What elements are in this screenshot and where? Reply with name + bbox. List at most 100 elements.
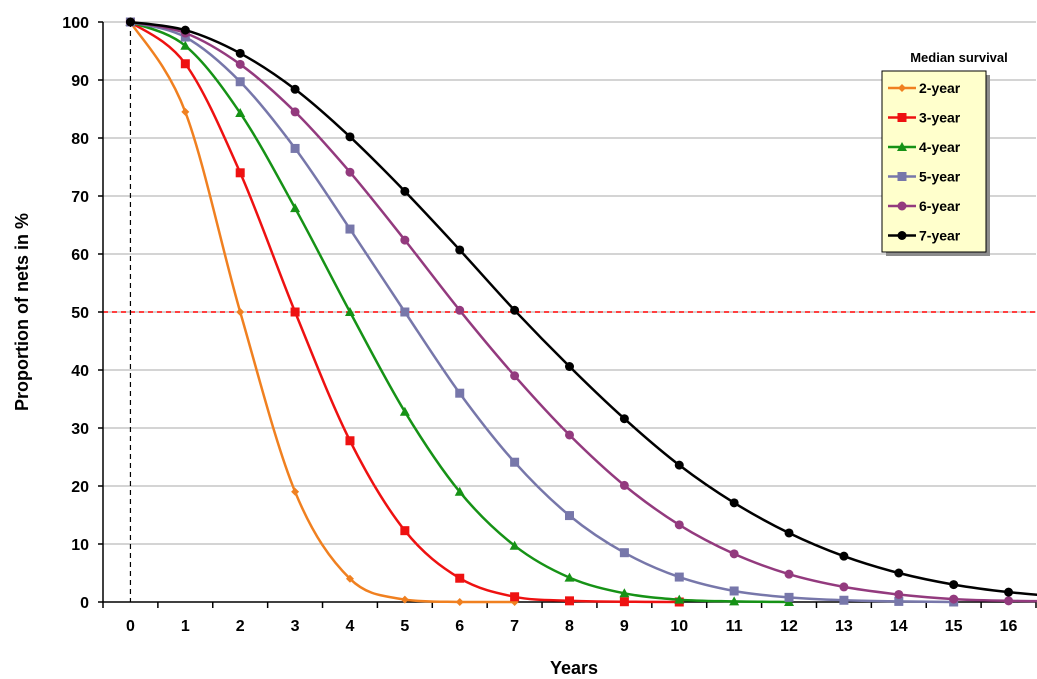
data-point-4-year (619, 588, 630, 598)
series-group (125, 17, 1037, 607)
y-tick-label: 20 (71, 479, 89, 496)
data-point-4-year (344, 307, 355, 316)
legend-marker-2-year (898, 84, 906, 92)
series-line-2-year (129, 21, 515, 604)
data-point-3-year (510, 592, 520, 602)
legend-item-7-year: 7-year (888, 228, 961, 244)
x-tick-label: 5 (400, 618, 409, 635)
x-tick-label: 10 (670, 618, 688, 635)
data-point-7-year (455, 245, 465, 255)
data-point-2-year (455, 598, 464, 606)
legend-label-5-year: 5-year (919, 169, 961, 185)
data-point-5-year (290, 143, 300, 153)
legend-marker-6-year (897, 201, 907, 211)
x-tick-label: 8 (565, 618, 574, 635)
y-tick-label: 100 (62, 15, 89, 32)
data-point-5-year (400, 307, 410, 317)
data-point-5-year (619, 548, 629, 558)
y-tick-label: 50 (71, 305, 89, 322)
data-point-5-year (455, 388, 465, 398)
x-tick-label: 14 (890, 618, 908, 635)
data-point-3-year (345, 436, 355, 446)
legend-marker-4-year (897, 142, 907, 151)
y-tick-label: 70 (71, 189, 89, 206)
data-point-5-year (839, 595, 849, 605)
x-tick-label: 3 (291, 618, 300, 635)
data-point-4-year (399, 406, 410, 416)
data-point-4-year (235, 108, 246, 118)
legend-title: Median survival (910, 50, 1008, 65)
data-point-6-year (400, 235, 410, 245)
data-point-4-year (509, 540, 520, 550)
data-point-7-year (565, 362, 574, 372)
data-point-7-year (235, 48, 245, 58)
data-point-7-year (125, 17, 135, 27)
legend-label-4-year: 4-year (919, 139, 961, 155)
y-tick-label: 90 (71, 73, 89, 90)
data-point-5-year (345, 224, 355, 234)
y-tick-label: 10 (71, 537, 89, 554)
data-point-7-year (619, 414, 629, 424)
data-point-2-year (181, 107, 190, 116)
data-point-4-year (564, 572, 575, 582)
data-point-6-year (290, 107, 300, 117)
data-point-5-year (784, 592, 794, 602)
x-axis-title: Years (550, 658, 598, 678)
legend-item-5-year: 5-year (888, 169, 961, 185)
x-tick-label: 4 (346, 618, 355, 635)
legend-item-3-year: 3-year (888, 110, 961, 126)
data-point-7-year (180, 25, 190, 35)
data-point-6-year (839, 582, 849, 592)
data-point-6-year (235, 59, 245, 69)
data-point-6-year (565, 430, 574, 440)
legend-item-2-year: 2-year (888, 80, 961, 96)
series-6-year (125, 17, 1037, 606)
data-point-6-year (674, 520, 684, 530)
data-point-3-year (400, 526, 410, 536)
data-point-2-year (345, 574, 354, 583)
data-point-7-year (784, 528, 794, 538)
data-point-4-year (454, 486, 465, 496)
data-point-4-year (729, 596, 740, 606)
data-point-6-year (1004, 596, 1014, 606)
x-tick-label: 7 (510, 618, 519, 635)
x-tick-label: 15 (945, 618, 963, 635)
data-point-3-year (290, 307, 300, 317)
legend: Median survival 2-year 3-year 4-year 5-year 6… (881, 50, 1008, 256)
data-point-6-year (345, 167, 355, 177)
data-point-5-year (894, 596, 904, 606)
data-point-6-year (894, 589, 904, 599)
y-tick-label: 40 (71, 363, 89, 380)
data-point-2-year (291, 487, 300, 496)
data-point-6-year (729, 549, 739, 559)
data-point-2-year (236, 308, 245, 316)
data-point-3-year (455, 573, 465, 583)
data-point-7-year (949, 580, 959, 590)
legend-label-2-year: 2-year (919, 80, 961, 96)
data-point-6-year (949, 594, 959, 604)
data-point-5-year (510, 457, 520, 467)
x-tick-label: 11 (726, 618, 743, 635)
data-point-2-year (400, 595, 409, 604)
data-point-5-year (729, 586, 739, 596)
data-point-4-year (180, 40, 191, 50)
data-point-6-year (455, 305, 465, 315)
legend-item-6-year: 6-year (888, 198, 961, 214)
x-tick-label: 13 (835, 618, 853, 635)
x-tick-label: 2 (236, 618, 245, 635)
legend-label-3-year: 3-year (919, 110, 961, 126)
y-tick-label: 60 (71, 247, 89, 264)
x-tick-label: 1 (181, 618, 190, 635)
data-point-3-year (180, 59, 190, 69)
data-point-4-year (674, 594, 685, 604)
series-7-year (125, 17, 1037, 597)
data-point-7-year (400, 186, 410, 196)
data-point-3-year (235, 168, 245, 178)
data-point-4-year (290, 203, 301, 213)
data-point-7-year (290, 84, 300, 94)
data-point-7-year (345, 132, 355, 142)
x-tick-label: 0 (126, 618, 135, 635)
x-tick-label: 16 (1000, 618, 1018, 635)
